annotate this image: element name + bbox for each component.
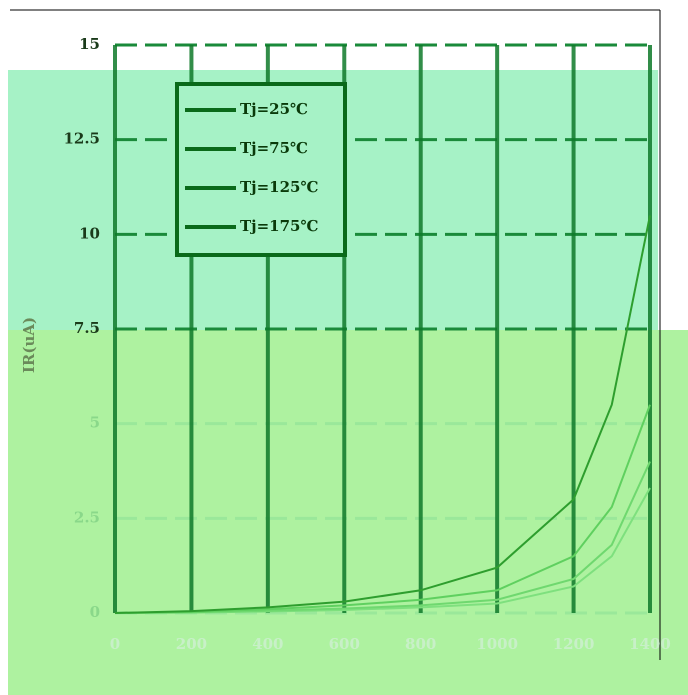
y-tick-label: 10 — [79, 224, 100, 242]
x-tick-label: 600 — [329, 635, 360, 653]
y-tick-label: 0 — [90, 603, 100, 621]
y-tick-label: 15 — [79, 35, 100, 53]
y-tick-label: 12.5 — [63, 130, 100, 148]
series-line — [114, 215, 651, 614]
legend-label: Tj=75℃ — [240, 139, 308, 157]
y-tick-label: 2.5 — [74, 508, 100, 526]
x-tick-label: 200 — [176, 635, 207, 653]
y-tick-label: 5 — [90, 414, 100, 432]
legend-label: Tj=25℃ — [240, 100, 308, 118]
x-tick-label: 1400 — [629, 635, 671, 653]
x-tick-label: 800 — [405, 635, 436, 653]
y-axis-label: IR(uA) — [20, 317, 38, 373]
series-line — [114, 404, 651, 614]
x-tick-label: 1200 — [553, 635, 595, 653]
x-tick-label: 1000 — [476, 635, 518, 653]
plot — [114, 215, 651, 614]
legend: Tj=25℃ Tj=75℃ Tj=125℃ Tj=175℃ — [185, 100, 318, 235]
x-tick-label: 0 — [110, 635, 120, 653]
x-tick-label: 400 — [252, 635, 283, 653]
y-tick-label: 7.5 — [74, 319, 100, 337]
legend-label: Tj=175℃ — [240, 217, 318, 235]
legend-label: Tj=125℃ — [240, 178, 318, 196]
